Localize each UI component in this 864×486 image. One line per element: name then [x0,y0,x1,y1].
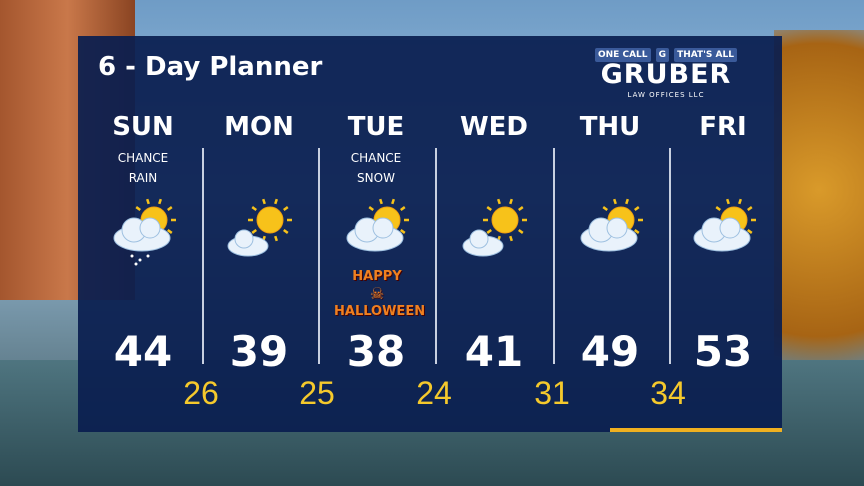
partly-cloudy-icon [552,192,668,272]
high-temp: 44 [113,327,173,376]
condition-text [201,148,317,192]
low-temp: 24 [416,375,452,411]
low-temp: 34 [650,375,686,411]
condition-text [665,148,781,192]
logo-subtitle: LAW OFFICES LLC [627,91,705,99]
skull-icon: ☠ [369,284,385,303]
partly-cloudy-icon [665,192,781,272]
halloween-text-top: HAPPY [352,269,402,284]
logo-tagline-left: ONE CALL [595,48,651,62]
day-column-mon: MON [201,112,317,272]
day-column-wed: WED [436,112,552,272]
day-column-tue: TUE CHANCE SNOW [318,112,434,272]
day-column-fri: FRI [665,112,781,272]
day-label: MON [224,112,294,142]
accent-bar [610,428,782,432]
high-temp: 41 [464,327,524,376]
high-temp: 38 [346,327,406,376]
condition-line: RAIN [128,171,158,185]
column-divider [553,148,555,364]
forecast-panel: 6 - Day Planner ONE CALL G THAT'S ALL GR… [78,36,782,432]
column-divider [435,148,437,364]
sponsor-logo: ONE CALL G THAT'S ALL GRUBER LAW OFFICES… [584,44,748,100]
column-divider [318,148,320,364]
halloween-graphic: HAPPY ☠ HALLOWEEN [334,268,426,320]
column-divider [202,148,204,364]
low-temp: 25 [299,375,335,411]
halloween-text-bottom: HALLOWEEN [334,304,426,319]
condition-line: CHANCE [350,151,402,165]
condition-text: CHANCE RAIN [85,148,201,192]
day-column-thu: THU [552,112,668,272]
day-label: TUE [347,112,405,142]
day-column-sun: SUN CHANCE RAIN [85,112,201,272]
partly-sunny-snow-icon [318,192,434,272]
partly-sunny-rain-icon [85,192,201,272]
day-label: THU [579,112,641,142]
shield-icon: G [655,48,669,62]
condition-line: CHANCE [117,151,169,165]
day-label: WED [459,112,529,142]
high-temp: 39 [229,327,289,376]
condition-text: CHANCE SNOW [318,148,434,192]
logo-tagline-right: THAT'S ALL [674,48,737,62]
low-temp: 31 [534,375,570,411]
low-temp: 26 [183,375,219,411]
mostly-sunny-icon [201,192,317,272]
day-label: FRI [699,112,747,142]
mostly-sunny-icon [436,192,552,272]
column-divider [669,148,671,364]
condition-text [552,148,668,192]
high-temp: 49 [580,327,640,376]
page-title: 6 - Day Planner [98,52,323,82]
condition-line: SNOW [357,171,395,185]
high-temp: 53 [693,327,753,376]
condition-text [436,148,552,192]
day-label: SUN [112,112,174,142]
logo-name: GRUBER [600,59,732,90]
